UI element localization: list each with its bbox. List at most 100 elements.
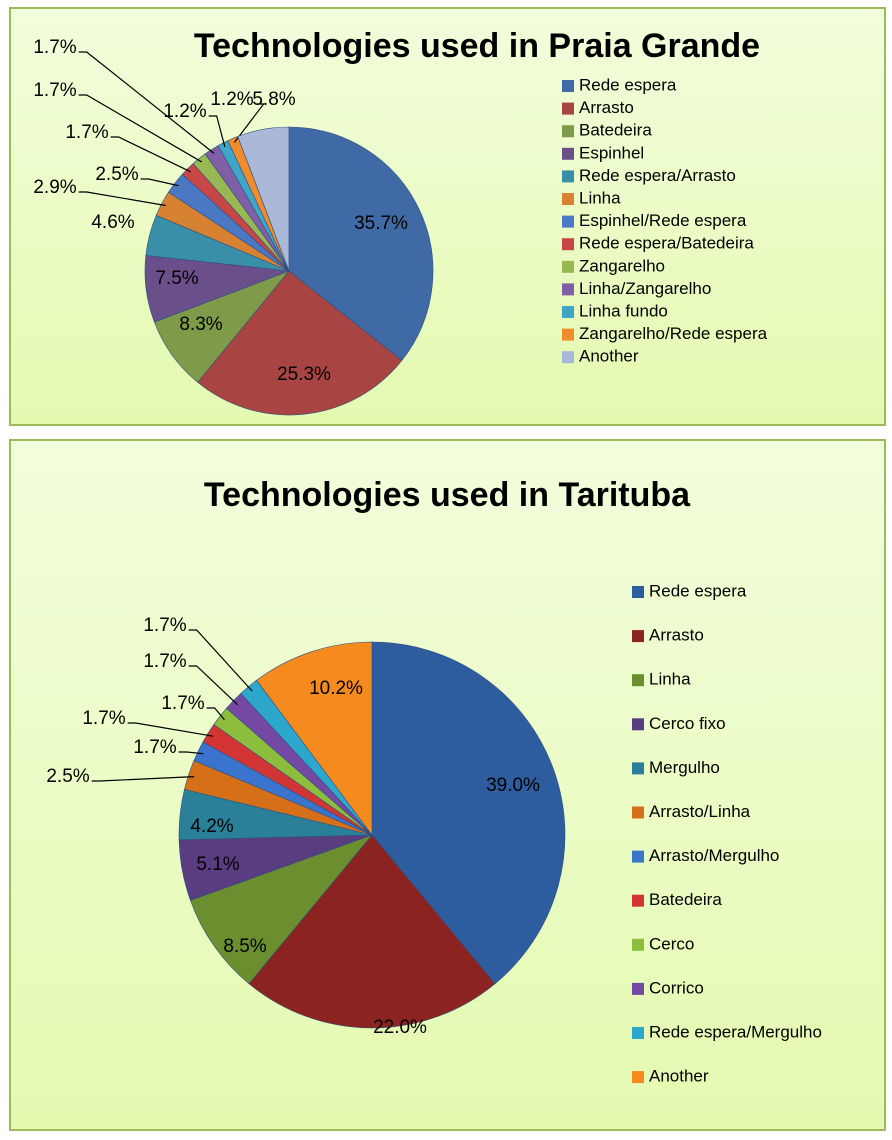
legend-label: Zangarelho/Rede espera	[579, 324, 768, 343]
legend-label: Linha fundo	[579, 301, 668, 320]
data-label: 1.7%	[133, 737, 176, 758]
legend-swatch	[562, 125, 574, 138]
data-label: 4.2%	[190, 816, 233, 837]
pie-slice	[237, 126, 290, 272]
legend-label: Linha/Zangarelho	[579, 279, 711, 298]
legend-swatch	[562, 102, 574, 115]
legend-swatch	[562, 215, 574, 228]
legend-swatch	[562, 147, 574, 160]
legend-swatch	[632, 938, 644, 951]
legend-swatch	[562, 193, 574, 205]
legend-label: Corrico	[649, 978, 704, 997]
legend-label: Rede espera/Batedeira	[579, 234, 754, 253]
data-label: 8.3%	[179, 314, 222, 335]
legend-swatch	[632, 718, 644, 731]
leader-line	[140, 178, 179, 187]
data-label: 10.2%	[309, 678, 363, 699]
data-label: 35.7%	[354, 213, 408, 234]
legend-swatch	[562, 283, 574, 296]
data-label: 2.9%	[33, 177, 76, 198]
legend-label: Mergulho	[649, 758, 720, 777]
legend-label: Arrasto	[649, 626, 704, 645]
legend-label: Zangarelho	[579, 256, 665, 275]
data-label: 2.5%	[46, 766, 89, 787]
leader-line	[206, 707, 225, 721]
data-label: 4.6%	[91, 212, 134, 233]
leader-line	[127, 722, 214, 737]
legend-swatch	[562, 351, 574, 364]
legend-swatch	[562, 238, 574, 251]
legend-swatch	[562, 80, 574, 92]
pie-slice	[248, 834, 496, 1029]
legend-swatch	[632, 1027, 644, 1039]
legend-label: Rede espera	[649, 581, 747, 600]
data-label: 5.1%	[196, 854, 239, 875]
legend-label: Cerco	[649, 934, 694, 953]
data-label: 1.7%	[33, 80, 76, 101]
legend-label: Rede espera	[579, 75, 677, 94]
data-label: 1.7%	[143, 615, 186, 636]
legend-swatch	[632, 674, 644, 687]
legend-label: Rede espera/Mergulho	[649, 1022, 822, 1041]
legend-label: Arrasto/Mergulho	[649, 846, 779, 865]
data-label: 1.7%	[82, 708, 125, 729]
pie-slice	[256, 641, 373, 836]
chart-title: Technologies used in Tarituba	[204, 476, 691, 514]
legend-label: Espinhel	[579, 143, 644, 162]
legend-label: Another	[579, 347, 639, 366]
pie-slice	[197, 270, 403, 416]
data-label: 25.3%	[277, 364, 331, 385]
legend-swatch	[562, 328, 574, 341]
legend-label: Linha	[579, 188, 621, 207]
data-label: 5.8%	[252, 89, 295, 110]
legend-label: Arrasto/Linha	[649, 802, 751, 821]
legend-swatch	[562, 260, 574, 273]
leader-line	[78, 51, 215, 154]
pie-slice	[288, 126, 434, 361]
leader-line	[188, 629, 253, 692]
legend-swatch	[632, 630, 644, 643]
legend-label: Arrasto	[579, 98, 634, 117]
data-label: 2.5%	[95, 164, 138, 185]
legend-swatch	[632, 850, 644, 863]
panel	[9, 7, 886, 426]
data-label: 1.7%	[33, 37, 76, 58]
data-label: 22.0%	[373, 1017, 427, 1038]
data-label: 1.7%	[65, 122, 108, 143]
legend-swatch	[632, 762, 644, 775]
leader-line	[178, 751, 204, 755]
pie-slice	[371, 641, 566, 985]
data-label: 1.2%	[210, 89, 253, 110]
legend-swatch	[632, 982, 644, 995]
data-label: 8.5%	[223, 936, 266, 957]
leader-line	[91, 775, 195, 782]
leader-line	[78, 191, 166, 207]
leader-line	[110, 136, 191, 173]
data-label: 1.2%	[163, 101, 206, 122]
data-label: 7.5%	[155, 268, 198, 289]
chart-title: Technologies used in Praia Grande	[194, 27, 760, 65]
legend-swatch	[562, 170, 574, 183]
legend-label: Batedeira	[579, 121, 652, 140]
legend-swatch	[632, 1071, 644, 1084]
legend-swatch	[562, 306, 574, 318]
data-label: 39.0%	[486, 775, 540, 796]
legend-label: Batedeira	[649, 890, 722, 909]
legend-swatch	[632, 894, 644, 907]
legend-swatch	[632, 806, 644, 819]
legend-label: Another	[649, 1067, 709, 1086]
data-label: 1.7%	[161, 693, 204, 714]
leader-line	[188, 665, 238, 706]
leader-line	[233, 103, 265, 143]
leader-line	[208, 115, 226, 148]
legend-label: Rede espera/Arrasto	[579, 166, 736, 185]
leader-line	[78, 94, 203, 163]
data-label: 1.7%	[143, 651, 186, 672]
legend-swatch	[632, 586, 644, 598]
legend-label: Espinhel/Rede espera	[579, 211, 747, 230]
legend-label: Cerco fixo	[649, 714, 726, 733]
legend-label: Linha	[649, 670, 691, 689]
pie-slice	[190, 834, 373, 985]
